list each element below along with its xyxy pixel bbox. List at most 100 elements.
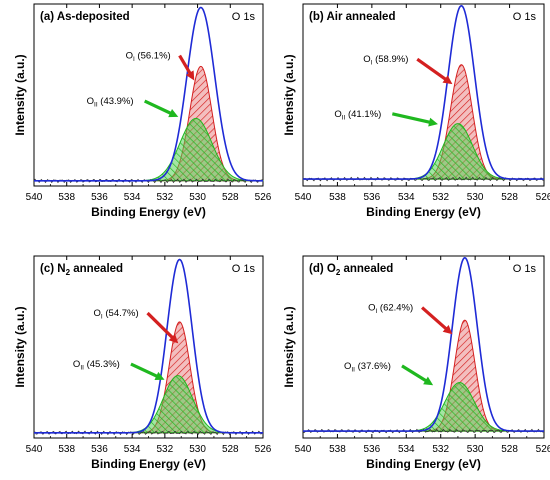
x-tick-label: 534 <box>124 444 141 455</box>
oii-arrow-shaft <box>391 112 432 125</box>
panel-title-rest: annealed <box>340 263 393 275</box>
oii-arrow-head <box>423 376 434 386</box>
x-tick-label: 538 <box>58 192 75 203</box>
panel-title-sub: 2 <box>336 268 341 277</box>
x-tick-label: 534 <box>398 192 415 203</box>
oii-label-pct: (37.6%) <box>355 361 391 372</box>
oii-arrow-shaft <box>130 362 159 379</box>
panel-title-main: (c) N <box>40 263 66 275</box>
envelope-line <box>303 4 544 180</box>
oii-label-sub: II <box>351 366 355 373</box>
x-tick-label: 536 <box>91 444 108 455</box>
oii-label: OII (43.9%) <box>87 96 134 109</box>
ol-label-pct: (54.7%) <box>103 308 139 319</box>
ol-label-o: O <box>126 51 133 62</box>
x-tick-label: 526 <box>536 444 550 455</box>
ol-label-sub: I <box>371 60 373 67</box>
x-tick-label: 540 <box>26 444 43 455</box>
x-tick-label: 532 <box>157 444 174 455</box>
oii-label-o: O <box>87 96 94 107</box>
x-axis-label: Binding Energy (eV) <box>366 205 481 219</box>
oii-label-sub: II <box>94 102 98 109</box>
x-tick-label: 538 <box>329 444 346 455</box>
ol-label-o: O <box>94 308 101 319</box>
ol-label: OI (56.1%) <box>126 51 171 64</box>
panel-title: (c) N2 annealed <box>40 263 123 277</box>
x-tick-label: 530 <box>467 192 484 203</box>
x-tick-label: 530 <box>467 444 484 455</box>
plot-frame <box>33 255 264 439</box>
ol-arrow-shaft <box>421 306 449 331</box>
x-tick-label: 526 <box>255 192 272 203</box>
x-tick-label: 530 <box>189 192 206 203</box>
ol-label: OI (62.4%) <box>368 303 413 316</box>
ol-label: OI (54.7%) <box>94 308 139 321</box>
peak-label: O 1s <box>513 263 537 275</box>
x-tick-label: 528 <box>501 444 518 455</box>
oii-label: OII (41.1%) <box>334 109 381 122</box>
oii-label-o: O <box>73 359 80 370</box>
panel-title-main: (d) O <box>309 263 336 275</box>
x-tick-label: 530 <box>189 444 206 455</box>
plot-frame <box>33 3 264 187</box>
peak-label: O 1s <box>513 11 537 23</box>
oii-label-o: O <box>344 361 351 372</box>
oii-arrow-head <box>154 371 165 381</box>
y-axis-label: Intensity (a.u.) <box>282 306 296 387</box>
x-axis-label: Binding Energy (eV) <box>366 457 481 471</box>
ol-label-pct: (56.1%) <box>135 51 171 62</box>
panel-title: (d) O2 annealed <box>309 263 393 277</box>
envelope-line <box>34 6 263 182</box>
x-tick-label: 536 <box>364 192 381 203</box>
plot-frame <box>302 3 545 187</box>
ol-arrow-head <box>442 324 453 335</box>
oii-arrow <box>391 112 438 127</box>
ol-arrow-shaft <box>146 311 175 340</box>
oii-arrow-shaft <box>401 364 429 383</box>
oii-label-pct: (45.3%) <box>84 359 120 370</box>
x-tick-label: 540 <box>26 192 43 203</box>
ol-arrow-head <box>185 70 195 81</box>
ol-label-pct: (62.4%) <box>377 303 413 314</box>
ol-label-o: O <box>368 303 375 314</box>
x-tick-label: 540 <box>295 444 312 455</box>
x-tick-label: 528 <box>222 444 239 455</box>
x-tick-label: 528 <box>501 192 518 203</box>
ol-arrow-shaft <box>416 57 448 82</box>
oii-arrow <box>143 99 179 118</box>
panel-title: (a) As-deposited <box>40 11 130 23</box>
ol-label-o: O <box>363 54 370 65</box>
envelope-line <box>303 256 544 432</box>
y-axis-label: Intensity (a.u.) <box>13 54 27 135</box>
x-axis-label: Binding Energy (eV) <box>91 457 206 471</box>
ol-label: OI (58.9%) <box>363 54 408 67</box>
ol-label-pct: (58.9%) <box>372 54 408 65</box>
panel-title-sub: 2 <box>66 268 71 277</box>
oii-arrow <box>401 364 434 386</box>
oii-label-pct: (41.1%) <box>345 109 381 120</box>
x-tick-label: 532 <box>157 192 174 203</box>
x-tick-label: 526 <box>255 444 272 455</box>
ol-label-sub: I <box>375 308 377 315</box>
x-tick-label: 532 <box>432 192 449 203</box>
ol-arrow-head <box>168 333 179 344</box>
x-tick-label: 538 <box>58 444 75 455</box>
oii-label-pct: (43.9%) <box>98 96 134 107</box>
oii-arrow-head <box>168 108 179 118</box>
oii-arrow <box>130 362 165 381</box>
x-tick-label: 526 <box>536 192 550 203</box>
ol-label-sub: I <box>133 56 135 63</box>
panel-title-rest: annealed <box>70 263 123 275</box>
ol-arrow-shaft <box>178 54 193 76</box>
x-tick-label: 538 <box>329 192 346 203</box>
ol-arrow <box>416 57 453 85</box>
x-axis-label: Binding Energy (eV) <box>91 205 206 219</box>
oii-label-sub: II <box>80 365 84 372</box>
oii-label: OII (37.6%) <box>344 361 391 374</box>
